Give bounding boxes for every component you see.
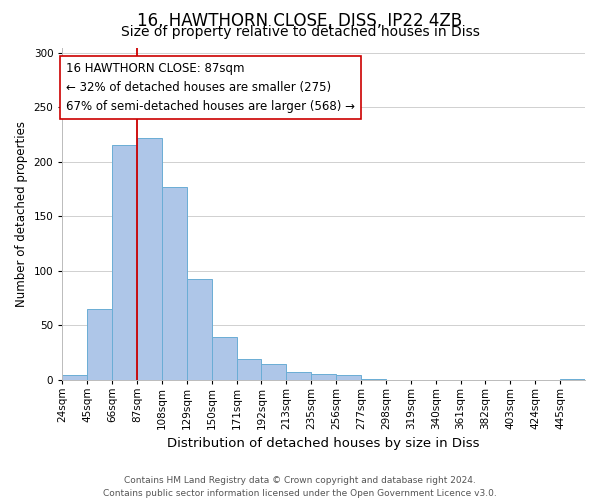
Bar [361,378,386,380]
Text: Contains HM Land Registry data © Crown copyright and database right 2024.
Contai: Contains HM Land Registry data © Crown c… [103,476,497,498]
Text: 16, HAWTHORN CLOSE, DISS, IP22 4ZB: 16, HAWTHORN CLOSE, DISS, IP22 4ZB [137,12,463,30]
Bar [311,374,336,380]
X-axis label: Distribution of detached houses by size in Diss: Distribution of detached houses by size … [167,437,480,450]
Bar [560,378,585,380]
Y-axis label: Number of detached properties: Number of detached properties [15,120,28,306]
Bar [212,337,236,380]
Bar [87,309,112,380]
Bar [112,146,137,380]
Bar [336,375,361,380]
Bar [62,375,87,380]
Bar [286,372,311,380]
Text: 16 HAWTHORN CLOSE: 87sqm
← 32% of detached houses are smaller (275)
67% of semi-: 16 HAWTHORN CLOSE: 87sqm ← 32% of detach… [66,62,355,112]
Bar [162,187,187,380]
Bar [262,364,286,380]
Text: Size of property relative to detached houses in Diss: Size of property relative to detached ho… [121,25,479,39]
Bar [187,280,212,380]
Bar [236,359,262,380]
Bar [137,138,162,380]
